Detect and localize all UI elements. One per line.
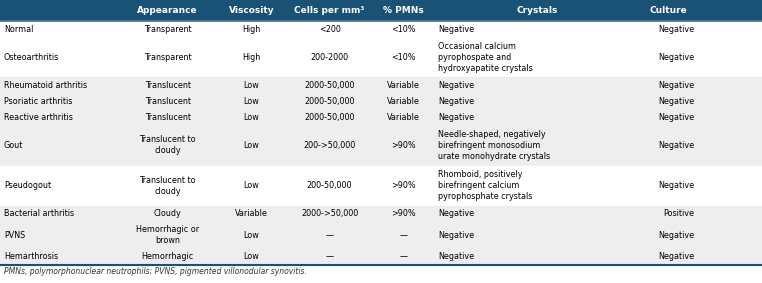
Bar [0, 166, 762, 206]
Text: —: — [400, 252, 408, 261]
Text: Negative: Negative [658, 141, 694, 150]
Text: Hemorrhagic or
brown: Hemorrhagic or brown [136, 225, 199, 245]
Text: Variable: Variable [387, 81, 421, 90]
Bar [0, 206, 762, 222]
Text: 2000->50,000: 2000->50,000 [301, 209, 358, 218]
Text: >90%: >90% [392, 141, 416, 150]
Text: Translucent: Translucent [145, 113, 190, 122]
Bar [0, 93, 762, 109]
Bar [0, 125, 762, 166]
Bar [0, 37, 762, 78]
Text: Normal: Normal [4, 25, 34, 34]
Text: —: — [325, 231, 334, 240]
Text: Pseudogout: Pseudogout [4, 181, 51, 190]
Text: Needle-shaped, negatively
birefringent monosodium
urate monohydrate crystals: Needle-shaped, negatively birefringent m… [438, 130, 550, 161]
Text: High: High [242, 25, 261, 34]
Text: Negative: Negative [438, 81, 474, 90]
Text: Negative: Negative [658, 231, 694, 240]
Text: Culture: Culture [650, 6, 687, 15]
Text: Low: Low [244, 113, 259, 122]
Text: 2000-50,000: 2000-50,000 [304, 113, 355, 122]
Text: Negative: Negative [658, 25, 694, 34]
Bar [0, 222, 762, 249]
Text: Hemarthrosis: Hemarthrosis [4, 252, 58, 261]
Text: >90%: >90% [392, 209, 416, 218]
Text: Osteoarthritis: Osteoarthritis [4, 53, 59, 62]
Text: Transparent: Transparent [144, 53, 191, 62]
Text: Translucent: Translucent [145, 97, 190, 106]
Text: Negative: Negative [658, 53, 694, 62]
Text: Low: Low [244, 231, 259, 240]
Text: Occasional calcium
pyrophospate and
hydroxyapatite crystals: Occasional calcium pyrophospate and hydr… [438, 42, 533, 73]
Text: PVNS: PVNS [4, 231, 25, 240]
Text: 2000-50,000: 2000-50,000 [304, 97, 355, 106]
Text: Low: Low [244, 181, 259, 190]
Text: Negative: Negative [658, 181, 694, 190]
Text: Bacterial arthritis: Bacterial arthritis [4, 209, 74, 218]
Text: Rhomboid, positively
birefringent calcium
pyrophosphate crystals: Rhomboid, positively birefringent calciu… [438, 170, 533, 201]
Text: Crystals: Crystals [517, 6, 558, 15]
Text: Rheumatoid arthritis: Rheumatoid arthritis [4, 81, 87, 90]
Text: Low: Low [244, 81, 259, 90]
Text: PMNs, polymorphonuclear neutrophils; PVNS, pigmented villonodular synovitis.: PMNs, polymorphonuclear neutrophils; PVN… [4, 267, 306, 276]
Bar [0, 78, 762, 93]
Text: Negative: Negative [658, 252, 694, 261]
Text: % PMNs: % PMNs [383, 6, 424, 15]
Text: Gout: Gout [4, 141, 23, 150]
Text: Negative: Negative [438, 97, 474, 106]
Text: Low: Low [244, 141, 259, 150]
Text: Negative: Negative [438, 113, 474, 122]
Text: Variable: Variable [387, 97, 421, 106]
Text: Cells per mm³: Cells per mm³ [294, 6, 365, 15]
Text: Translucent to
cloudy: Translucent to cloudy [139, 135, 196, 155]
Text: Negative: Negative [658, 81, 694, 90]
Text: <10%: <10% [392, 25, 416, 34]
Bar [0, 109, 762, 125]
Text: <10%: <10% [392, 53, 416, 62]
Text: >90%: >90% [392, 181, 416, 190]
Text: High: High [242, 53, 261, 62]
Text: Positive: Positive [663, 209, 694, 218]
Text: <200: <200 [319, 25, 341, 34]
Text: 200-50,000: 200-50,000 [307, 181, 352, 190]
Text: Negative: Negative [658, 97, 694, 106]
Text: Reactive arthritis: Reactive arthritis [4, 113, 72, 122]
Text: Negative: Negative [438, 231, 474, 240]
Text: —: — [400, 231, 408, 240]
Text: Low: Low [244, 252, 259, 261]
Text: Transparent: Transparent [144, 25, 191, 34]
Text: Hemorrhagic: Hemorrhagic [142, 252, 194, 261]
Text: 2000-50,000: 2000-50,000 [304, 81, 355, 90]
Text: —: — [325, 252, 334, 261]
Text: Variable: Variable [235, 209, 268, 218]
Text: Viscosity: Viscosity [229, 6, 274, 15]
Text: Cloudy: Cloudy [154, 209, 181, 218]
Text: Negative: Negative [438, 209, 474, 218]
Text: Translucent to
cloudy: Translucent to cloudy [139, 176, 196, 196]
Text: Psoriatic arthritis: Psoriatic arthritis [4, 97, 72, 106]
Text: Negative: Negative [438, 252, 474, 261]
Bar [0, 0, 762, 21]
Text: Low: Low [244, 97, 259, 106]
Text: 200->50,000: 200->50,000 [303, 141, 356, 150]
Text: Translucent: Translucent [145, 81, 190, 90]
Text: 200-2000: 200-2000 [310, 53, 349, 62]
Bar [0, 21, 762, 37]
Bar [0, 249, 762, 265]
Text: Appearance: Appearance [137, 6, 198, 15]
Text: Negative: Negative [438, 25, 474, 34]
Text: Variable: Variable [387, 113, 421, 122]
Text: Negative: Negative [658, 113, 694, 122]
